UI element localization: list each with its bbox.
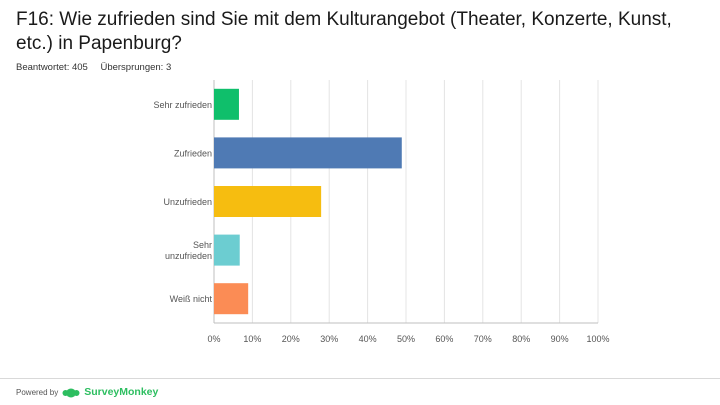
footer: Powered by SurveyMonkey (16, 386, 158, 398)
x-tick-label: 0% (207, 334, 220, 344)
bar (214, 137, 402, 169)
y-category-label: Unzufrieden (163, 197, 212, 207)
answered-count: Beantwortet: 405 (16, 62, 88, 73)
y-category-label: Sehr (193, 240, 212, 250)
bar (214, 234, 240, 266)
skipped-count: Übersprungen: 3 (100, 62, 172, 73)
x-tick-label: 20% (282, 334, 300, 344)
x-tick-label: 80% (512, 334, 530, 344)
response-stats: Beantwortet: 405 Übersprungen: 3 (16, 62, 181, 73)
bar-chart: 0% 10% 20% 30% 40% 50% 60% 70% 80% 90% 100% Sehr zu… (153, 80, 610, 344)
question-title: F16: Wie zufrieden sind Sie mit dem Kult… (16, 9, 672, 54)
bar (214, 186, 322, 217)
x-tick-label: 70% (474, 334, 492, 344)
bar (214, 283, 249, 315)
x-tick-label: 10% (243, 334, 261, 344)
x-tick-label: 40% (359, 334, 377, 344)
x-tick-label: 60% (435, 334, 453, 344)
x-tick-label: 30% (320, 334, 338, 344)
bar (214, 88, 239, 120)
x-tick-label: 50% (397, 334, 415, 344)
surveymonkey-logo-icon (62, 388, 80, 397)
y-category-label: unzufrieden (165, 251, 212, 261)
surveymonkey-brand[interactable]: SurveyMonkey (84, 386, 159, 398)
footer-divider (0, 378, 720, 379)
y-category-label: Weiß nicht (170, 294, 213, 304)
y-category-label: Sehr zufrieden (153, 100, 212, 110)
y-category-label: Zufrieden (174, 148, 212, 158)
x-tick-label: 100% (586, 334, 609, 344)
powered-by-label: Powered by (16, 387, 59, 397)
x-tick-label: 90% (551, 334, 569, 344)
